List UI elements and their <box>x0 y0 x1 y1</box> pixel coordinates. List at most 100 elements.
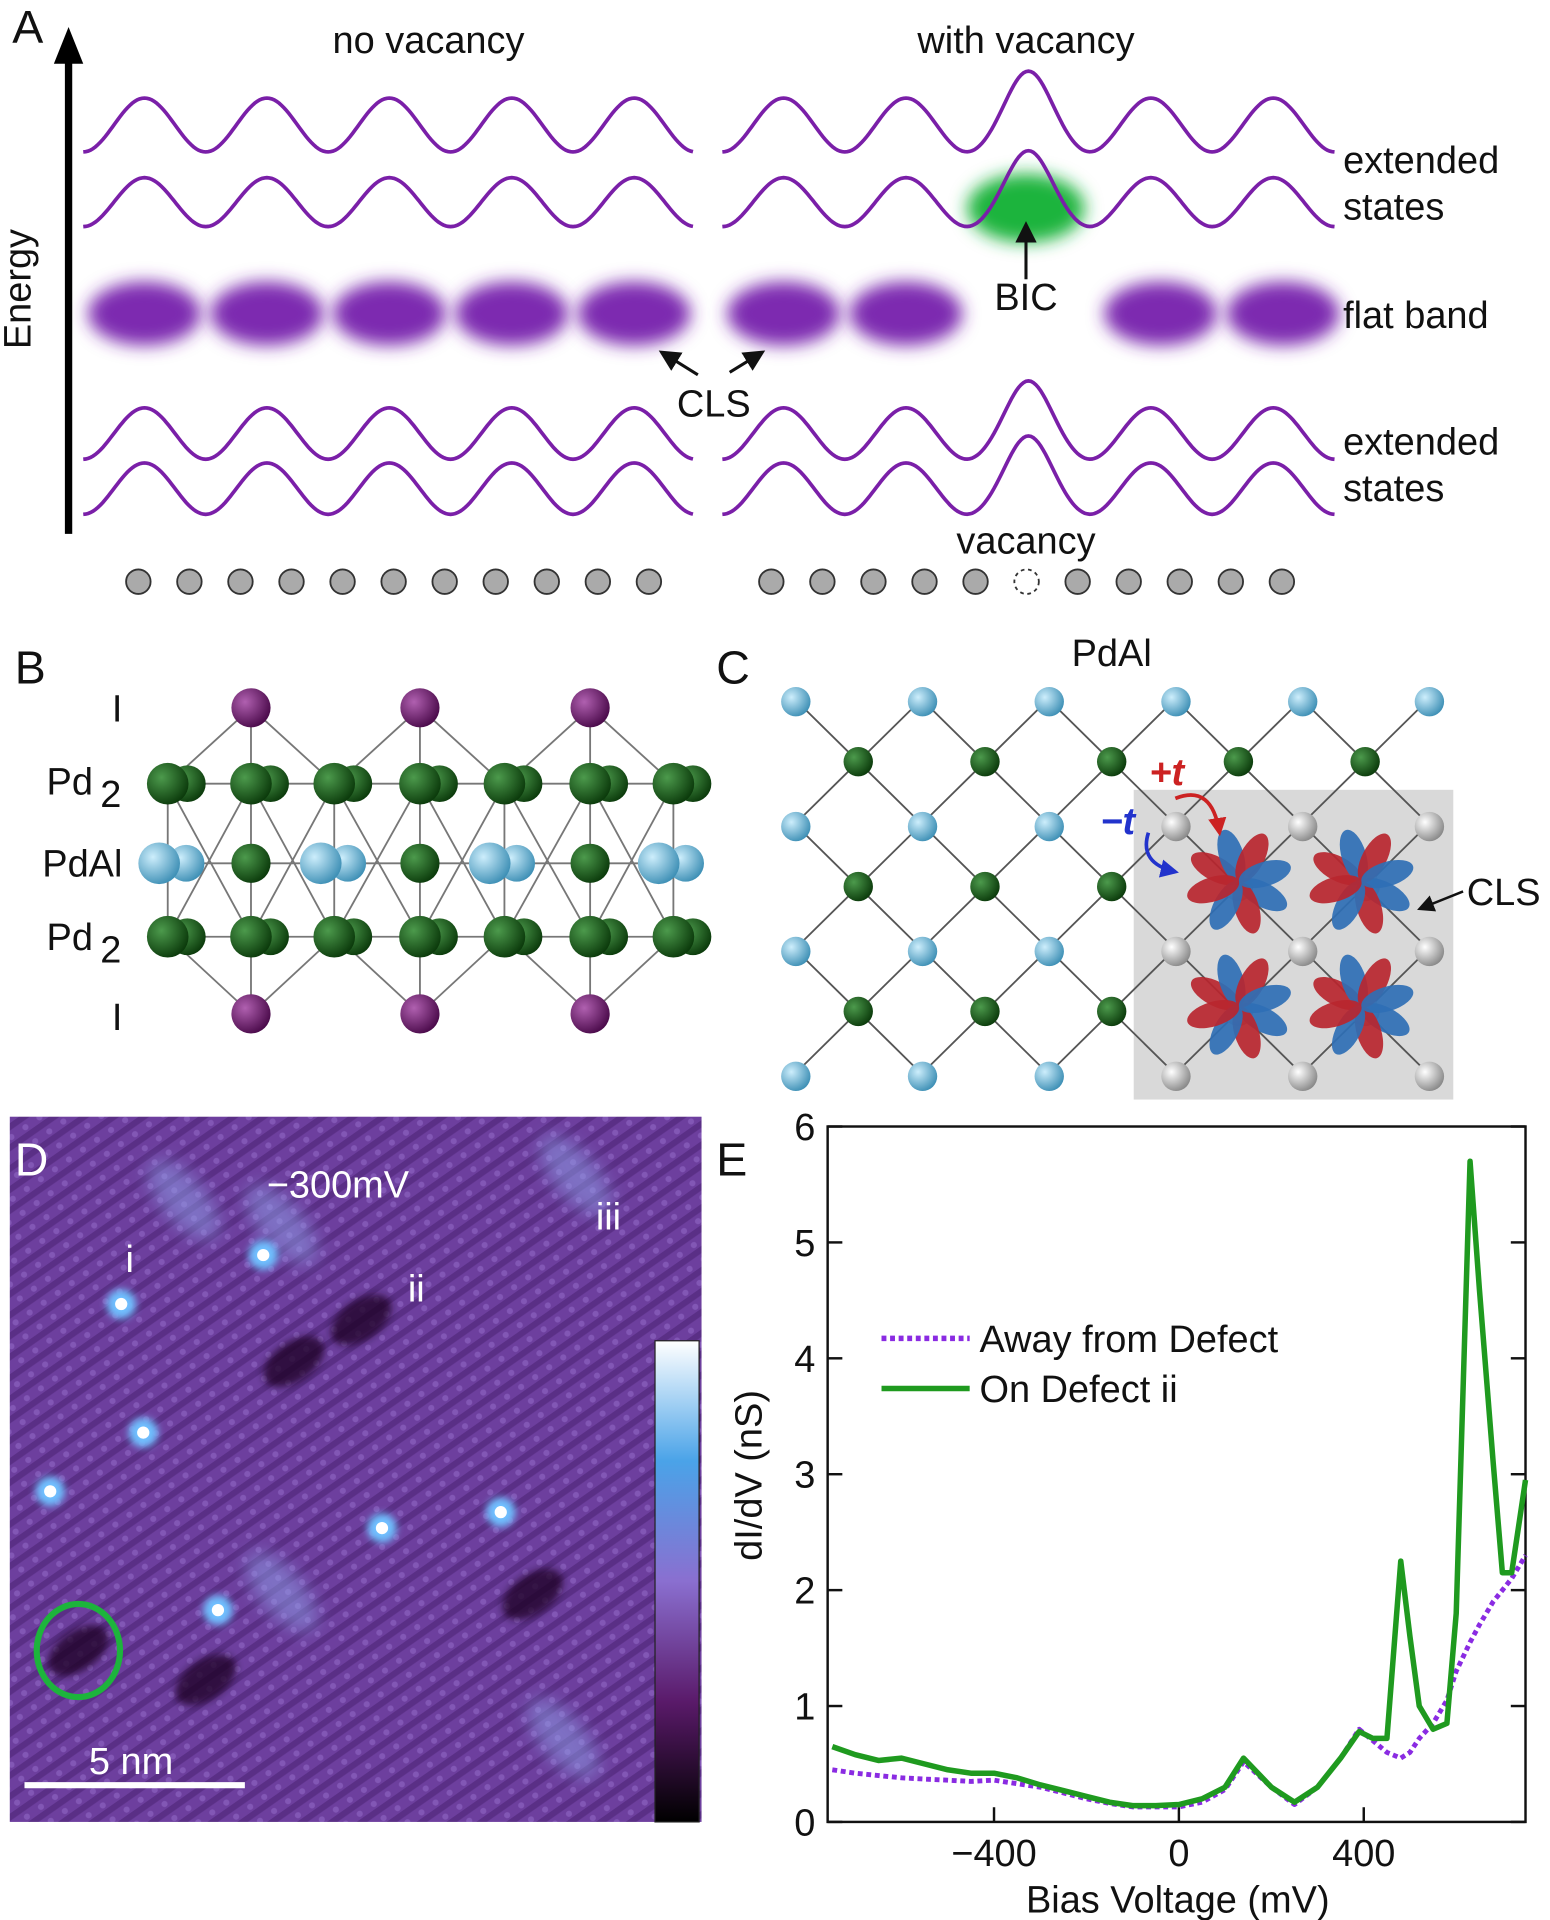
layer-name: Pd <box>47 762 93 804</box>
bond <box>503 783 591 938</box>
dark-defect <box>175 1654 236 1706</box>
bond <box>984 1010 1049 1075</box>
bond <box>419 783 506 938</box>
site <box>380 568 407 595</box>
atom <box>399 915 441 958</box>
annotation: states <box>1343 468 1444 510</box>
dark-defect <box>502 1568 563 1620</box>
series-line <box>831 1158 1529 1809</box>
y-tick-label: 4 <box>794 1339 815 1381</box>
site <box>176 568 203 595</box>
panel-e: 0 1 2 3 4 5 6 −400 0 400 Away from Defect On Defect… <box>794 1107 1529 1875</box>
atom <box>1161 1061 1191 1092</box>
annotation: flat band <box>1343 295 1489 337</box>
annotation: extended <box>1343 140 1499 182</box>
bond <box>333 783 421 938</box>
site <box>860 568 887 595</box>
flat-band-state <box>849 281 963 346</box>
adatom <box>494 1506 507 1519</box>
atom <box>313 762 356 805</box>
bond <box>794 1010 859 1075</box>
highlight-ring <box>33 1600 124 1701</box>
wave <box>722 148 1335 229</box>
atom <box>400 994 440 1034</box>
bond <box>589 783 675 938</box>
panel-label: D <box>15 1133 49 1185</box>
orbital-lobe <box>1187 875 1240 904</box>
atom <box>843 996 873 1027</box>
bond <box>857 1010 923 1075</box>
y-tick-label: 3 <box>794 1455 815 1497</box>
wave <box>722 434 1335 517</box>
site <box>911 568 938 595</box>
atom <box>1287 686 1318 717</box>
atom <box>843 871 873 902</box>
y-tick-label: 0 <box>794 1802 815 1844</box>
column-title: with vacancy <box>916 20 1134 62</box>
layer-label: I <box>112 688 123 730</box>
y-tick-label: 6 <box>794 1107 815 1149</box>
atom <box>1034 811 1064 842</box>
atom <box>970 746 1000 777</box>
hopping-label: +t <box>1149 752 1185 794</box>
panel-a <box>53 27 1340 595</box>
atom <box>907 811 938 842</box>
orbital-lobe <box>1331 880 1366 930</box>
flat-band-state <box>1104 281 1217 346</box>
arrow <box>658 350 699 377</box>
atom <box>569 762 611 805</box>
layer-subscript: 2 <box>100 929 121 971</box>
bond <box>1301 761 1366 825</box>
annotation: extended <box>1343 421 1499 463</box>
orbital-lobe <box>1357 958 1392 1008</box>
atom <box>570 843 610 883</box>
wave <box>722 69 1335 154</box>
bright-stripe <box>245 1551 318 1632</box>
column-title: no vacancy <box>333 20 525 62</box>
atom <box>483 762 526 805</box>
orbital-lobe <box>1309 999 1362 1029</box>
bright-stripe <box>539 1135 612 1216</box>
flat-band-state <box>88 281 201 346</box>
atom <box>1161 686 1191 717</box>
hopping-arrow <box>1174 793 1227 837</box>
site <box>431 568 458 595</box>
layer-label: Pd 2 <box>47 917 122 971</box>
orbital-lobe <box>1209 880 1243 930</box>
site <box>584 568 612 595</box>
y-tick-label: 1 <box>794 1686 815 1728</box>
layer-label: PdAl <box>42 844 122 886</box>
atom <box>1096 996 1127 1027</box>
orbital-lobe <box>1187 999 1240 1029</box>
bright-stripe <box>147 1159 220 1241</box>
atom <box>1414 936 1445 967</box>
atom <box>652 915 695 958</box>
bond <box>857 761 923 825</box>
plot-frame <box>826 1125 1527 1824</box>
atom <box>1034 936 1064 967</box>
bond <box>1111 885 1176 950</box>
defect-label: iii <box>596 1196 621 1238</box>
site <box>1064 568 1091 595</box>
y-axis-label: dI/dV (nS) <box>729 1390 771 1561</box>
adatom <box>211 1603 225 1617</box>
bond <box>166 783 252 938</box>
atom <box>230 762 272 805</box>
atom <box>1034 686 1064 717</box>
atom <box>399 762 441 805</box>
layer-label: I <box>112 997 123 1039</box>
atom <box>569 915 611 958</box>
site <box>227 568 254 595</box>
wave <box>83 405 694 462</box>
axis-label: Energy <box>0 229 40 349</box>
site <box>1217 568 1244 595</box>
flat-band-state <box>577 281 691 346</box>
orbital-lobe <box>1238 859 1291 889</box>
orbital-lobe <box>1235 833 1269 883</box>
atom <box>907 936 938 967</box>
bond <box>920 885 986 950</box>
wave <box>722 379 1335 462</box>
bond <box>1047 761 1113 825</box>
bond <box>984 885 1049 950</box>
